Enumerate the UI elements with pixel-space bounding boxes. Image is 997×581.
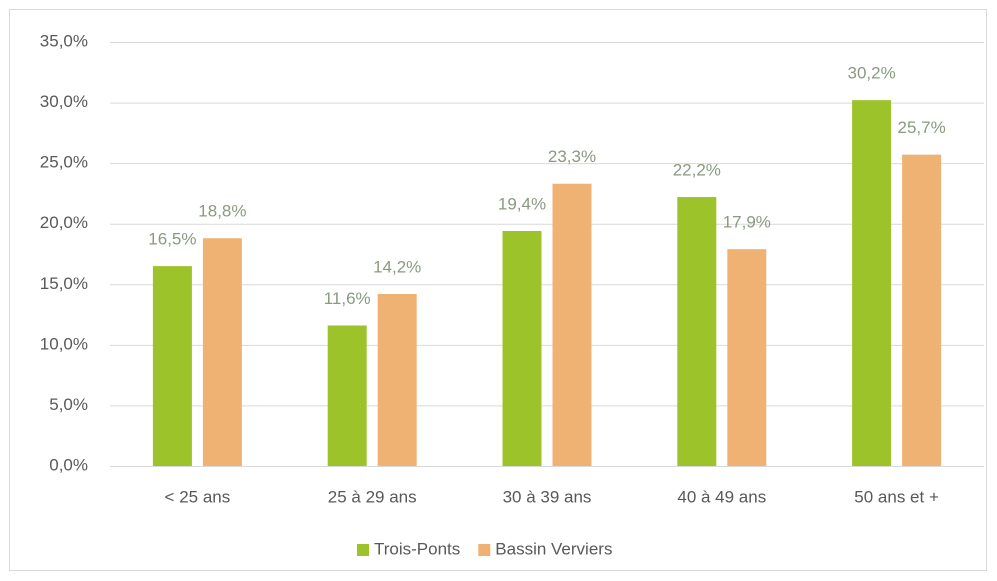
bar (502, 230, 542, 466)
value-label: 18,8% (198, 202, 246, 221)
x-tick-label: 30 à 39 ans (503, 487, 592, 506)
value-label: 16,5% (148, 230, 196, 249)
bar (152, 266, 192, 466)
legend-swatch (357, 544, 369, 556)
x-tick-label: 25 à 29 ans (328, 487, 417, 506)
y-tick-label: 30,0% (40, 92, 88, 111)
bar (552, 183, 592, 467)
y-tick-label: 5,0% (49, 395, 88, 414)
value-label: 11,6% (324, 289, 371, 308)
bar (377, 293, 417, 466)
bar (327, 325, 367, 466)
x-tick-label: 50 ans et + (854, 487, 939, 506)
value-label: 30,2% (847, 64, 895, 83)
legend-label: Trois-Ponts (374, 539, 460, 558)
value-label: 23,3% (548, 147, 596, 166)
y-tick-label: 0,0% (49, 455, 88, 474)
bar (202, 238, 242, 466)
bar (852, 100, 892, 467)
y-tick-label: 20,0% (40, 213, 88, 232)
x-tick-label: < 25 ans (165, 487, 231, 506)
y-tick-label: 25,0% (40, 153, 88, 172)
y-tick-label: 10,0% (40, 334, 88, 353)
value-label: 19,4% (498, 194, 546, 213)
value-label: 17,9% (723, 213, 771, 232)
bar (727, 249, 767, 466)
bar (902, 154, 942, 467)
value-label: 25,7% (897, 118, 945, 137)
legend-label: Bassin Verviers (495, 539, 612, 558)
y-tick-label: 35,0% (40, 31, 88, 50)
bar (677, 197, 717, 466)
value-label: 22,2% (673, 161, 721, 180)
x-tick-label: 40 à 49 ans (677, 487, 766, 506)
legend-swatch (478, 544, 491, 556)
y-tick-label: 15,0% (40, 274, 88, 293)
value-label: 14,2% (373, 257, 421, 276)
